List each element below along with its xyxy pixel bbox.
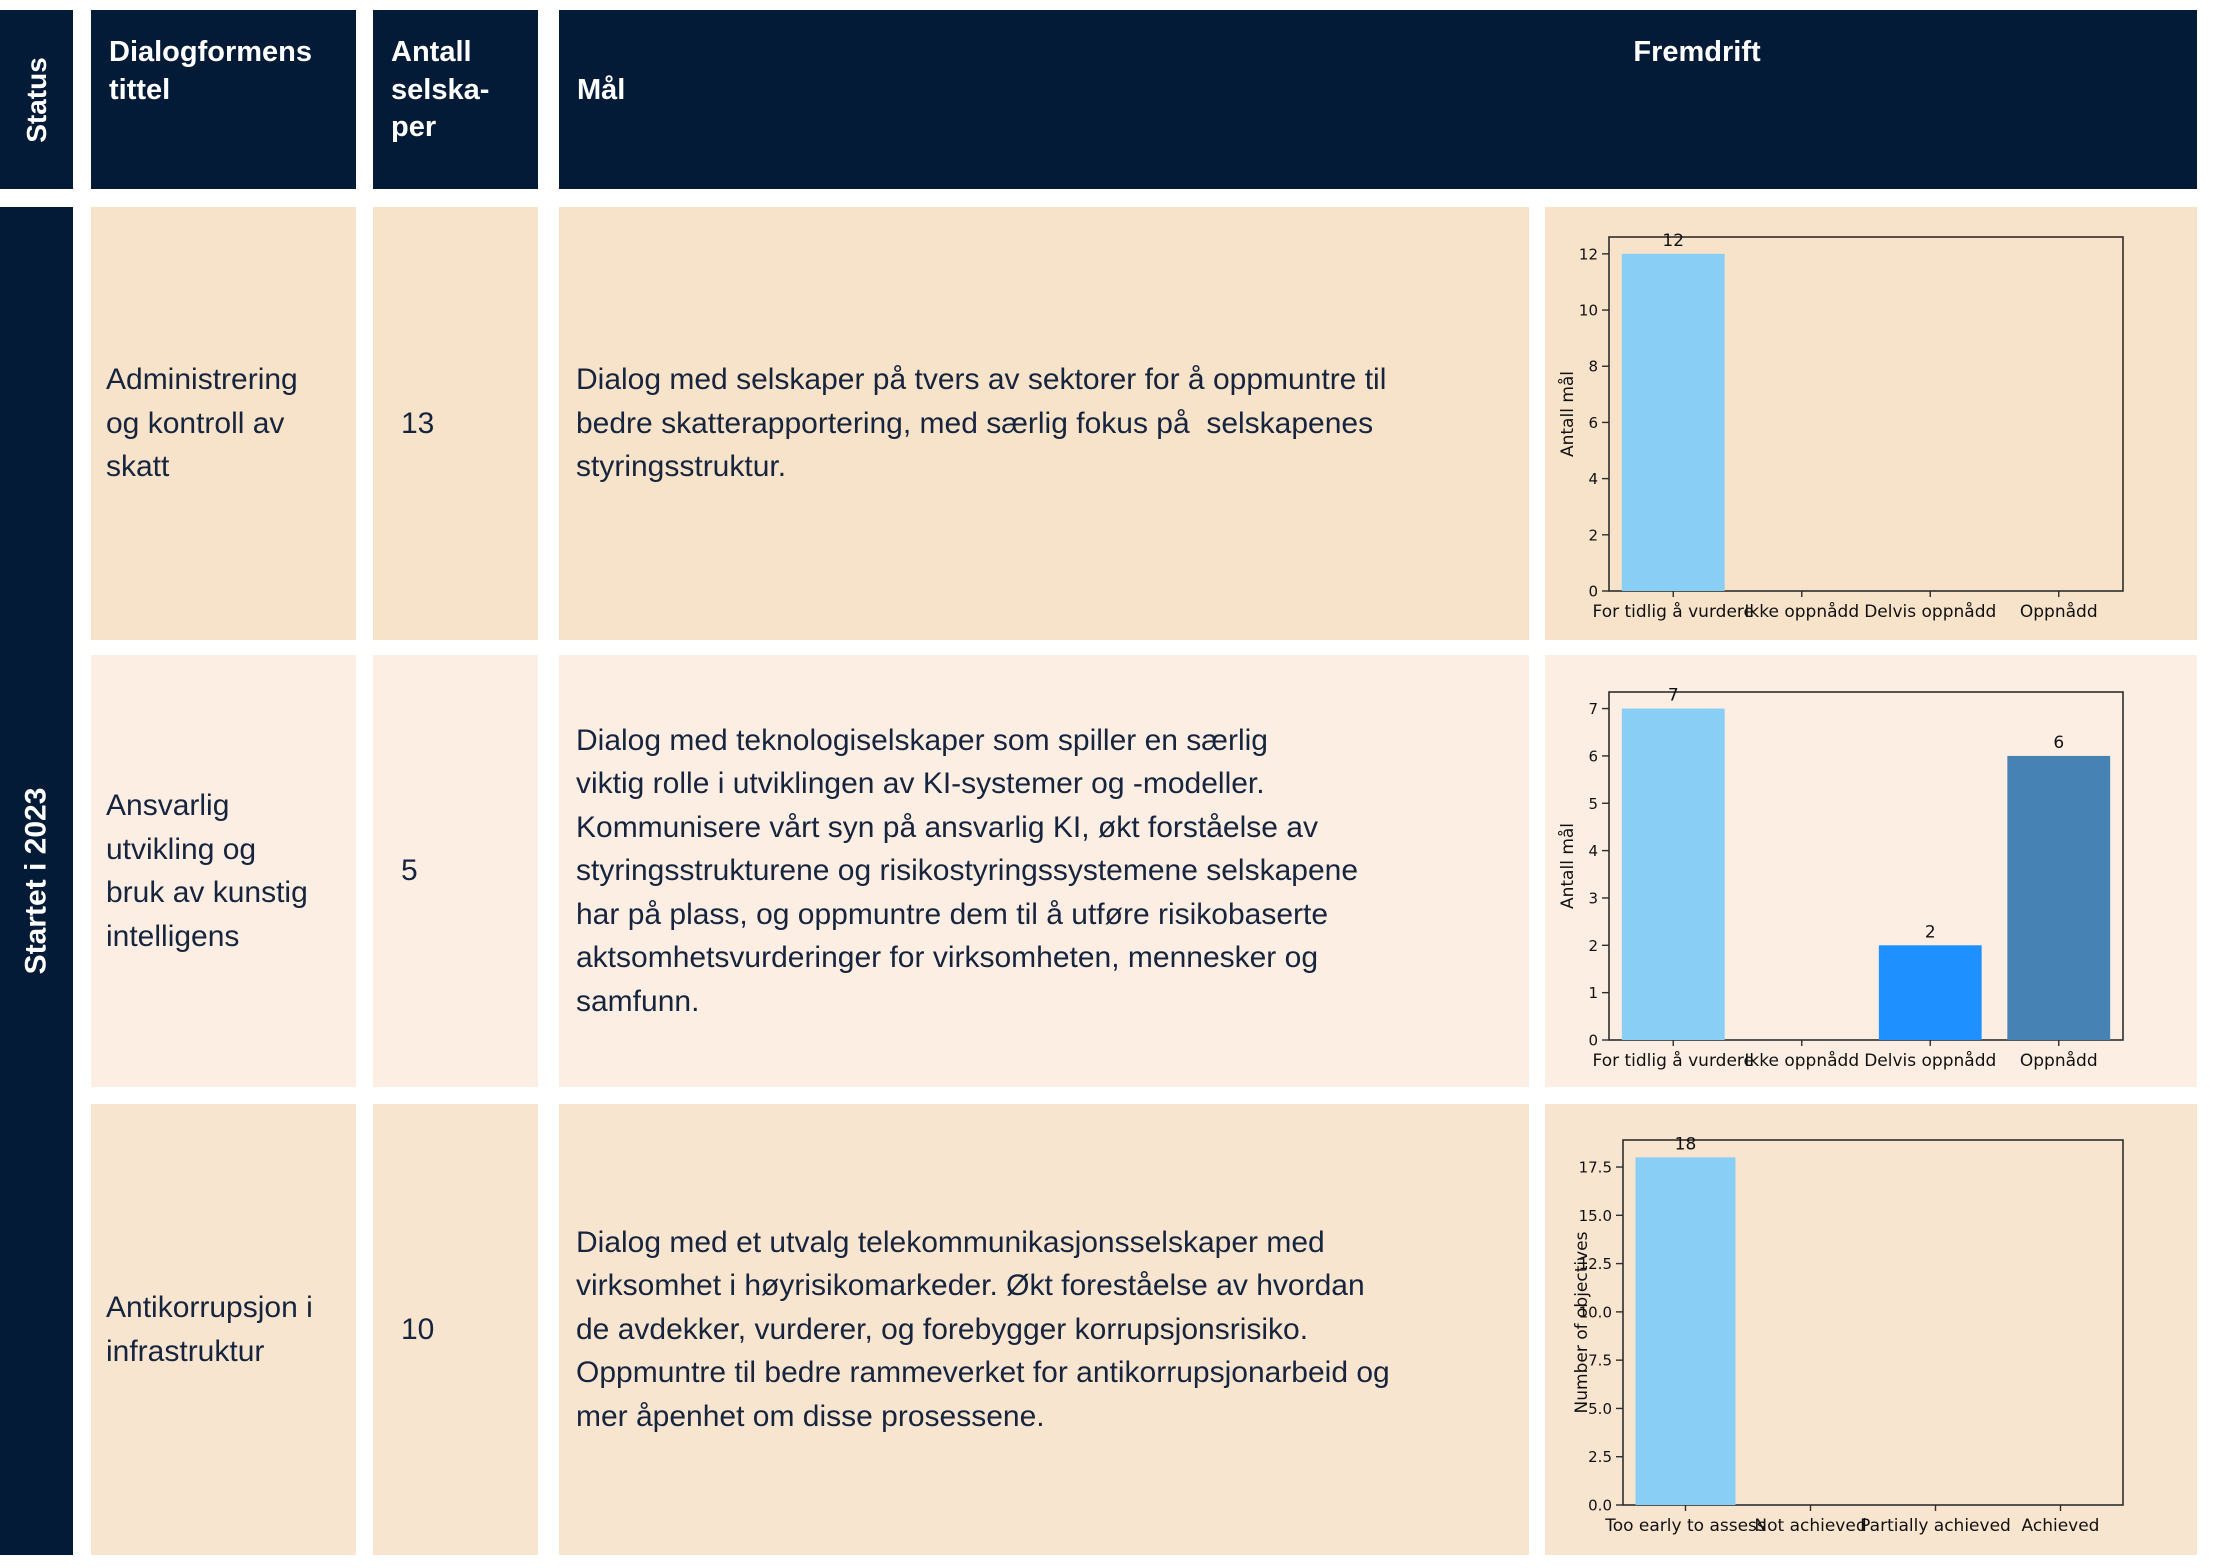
row-maal-text: Dialog med et utvalg telekommunikasjonss…	[559, 1104, 1529, 1555]
y-tick-label: 3	[1588, 889, 1598, 907]
row-maal-text: Dialog med teknologiselskaper som spille…	[559, 655, 1529, 1087]
row-fremdrift-chart-cell: 0.0 2.5 5.0 7.5 10.0 12.5 15.0 17.5 Number of ob…	[1545, 1104, 2197, 1555]
y-tick-label: 2.5	[1588, 1448, 1612, 1466]
x-tick-label: Ikke oppnådd	[1744, 1050, 1859, 1071]
bar	[1621, 253, 1725, 591]
row-antall-selskaper-value: 5	[373, 655, 538, 1087]
row-title-ansvarlig-ki: Ansvarlig utvikling og bruk av kunstig i…	[91, 655, 356, 1087]
plot-frame	[1608, 236, 2124, 592]
bar-chart: 0 2 4 6 8 10 12 Antall mål 12 For tidlig å vurder…	[1557, 231, 2124, 622]
y-tick-label: 0.0	[1588, 1497, 1612, 1515]
header-maal-label: Mål	[577, 73, 626, 106]
y-tick-label: 6	[1588, 414, 1598, 432]
x-tick-label: Achieved	[2022, 1516, 2100, 1536]
row-fremdrift-chart-cell: 0 1 2 3 4 5 6 7 Antall mål 7 For tidlig å vurdere I…	[1545, 655, 2197, 1087]
bar-chart: 0 1 2 3 4 5 6 7 Antall mål 7 For tidlig å vurdereI…	[1557, 686, 2124, 1071]
y-tick-label: 12.5	[1579, 1255, 1612, 1273]
y-axis-label: Antall mål	[1557, 371, 1578, 457]
y-tick-label: 10.0	[1579, 1303, 1612, 1321]
y-tick-label: 7	[1588, 700, 1598, 718]
header-antall-selskaper-cell: Antall selska- per	[373, 10, 538, 189]
x-tick-label: Ikke oppnådd	[1744, 601, 1859, 622]
x-tick-label: Delvis oppnådd	[1864, 601, 1996, 622]
x-tick-label: For tidlig å vurdere	[1593, 601, 1754, 622]
x-tick-label: Delvis oppnådd	[1864, 1050, 1996, 1071]
y-tick-label: 6	[1588, 747, 1598, 765]
x-tick-label: Too early to assess	[1604, 1516, 1766, 1536]
y-axis-label: Number of objectives	[1572, 1231, 1592, 1413]
row-fremdrift-chart-cell: 0 2 4 6 8 10 12 Antall mål 12 For tidlig å vurder…	[1545, 207, 2197, 640]
bar-value-label: 7	[1668, 686, 1679, 706]
bar-chart: 0.0 2.5 5.0 7.5 10.0 12.5 15.0 17.5 Number of ob…	[1572, 1134, 2124, 1536]
x-tick-label: Oppnådd	[2020, 1050, 2098, 1071]
y-tick-label: 17.5	[1579, 1159, 1612, 1177]
header-status-cell: Status	[0, 10, 73, 189]
y-tick-label: 2	[1588, 526, 1598, 544]
plot-frame	[1608, 691, 2124, 1041]
header-maal-fremdrift-cell: Mål Fremdrift	[559, 10, 2197, 189]
y-tick-label: 0	[1588, 583, 1598, 601]
x-tick-label: Partially achieved	[1860, 1516, 2011, 1536]
y-tick-label: 15.0	[1579, 1207, 1612, 1225]
header-dialog-title-cell: Dialogformens tittel	[91, 10, 356, 189]
header-status-label: Status	[20, 56, 52, 143]
x-tick-label: For tidlig å vurdere	[1593, 1050, 1754, 1071]
row-antall-selskaper-value: 10	[373, 1104, 538, 1555]
y-tick-label: 4	[1588, 470, 1598, 488]
y-tick-label: 2	[1588, 937, 1598, 955]
header-fremdrift-label: Fremdrift	[1633, 36, 1761, 68]
y-tick-label: 4	[1588, 842, 1598, 860]
bar	[1878, 945, 1982, 1040]
plot-frame	[1622, 1139, 2124, 1506]
y-tick-label: 7.5	[1588, 1352, 1612, 1370]
row-antall-selskaper-value: 13	[373, 207, 538, 640]
bar-value-label: 12	[1662, 231, 1684, 251]
bar-value-label: 6	[2053, 733, 2064, 753]
y-tick-label: 1	[1588, 984, 1598, 1002]
status-group-cell: Startet i 2023	[0, 207, 73, 1555]
y-tick-label: 5	[1588, 795, 1598, 813]
bar	[1635, 1157, 1736, 1505]
y-tick-label: 5.0	[1588, 1400, 1612, 1418]
row-maal-text: Dialog med selskaper på tvers av sektore…	[559, 207, 1529, 640]
bar	[2007, 755, 2111, 1040]
status-group-label: Startet i 2023	[19, 787, 53, 975]
y-tick-label: 12	[1579, 245, 1598, 263]
row-title-antikorrupsjon: Antikorrupsjon i infrastruktur	[91, 1104, 356, 1555]
x-tick-label: Oppnådd	[2020, 601, 2098, 622]
y-axis-label: Antall mål	[1557, 823, 1578, 909]
bar-value-label: 18	[1675, 1134, 1697, 1154]
bar-value-label: 2	[1925, 922, 1936, 942]
row-title-administrering-skatt: Administrering og kontroll av skatt	[91, 207, 356, 640]
bar	[1621, 708, 1725, 1040]
x-tick-label: Not achieved	[1754, 1516, 1866, 1536]
y-tick-label: 0	[1588, 1032, 1598, 1050]
y-tick-label: 10	[1579, 302, 1598, 320]
y-tick-label: 8	[1588, 358, 1598, 376]
